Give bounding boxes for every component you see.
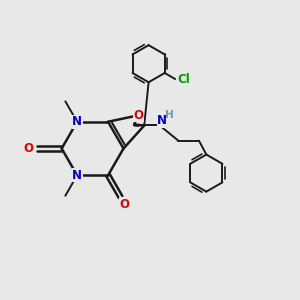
Text: O: O [23, 142, 33, 155]
Text: O: O [133, 109, 143, 122]
Text: N: N [157, 115, 167, 128]
Text: N: N [72, 169, 82, 182]
Text: N: N [72, 115, 82, 128]
Text: O: O [120, 198, 130, 211]
Text: H: H [165, 110, 174, 120]
Text: Cl: Cl [177, 73, 190, 85]
